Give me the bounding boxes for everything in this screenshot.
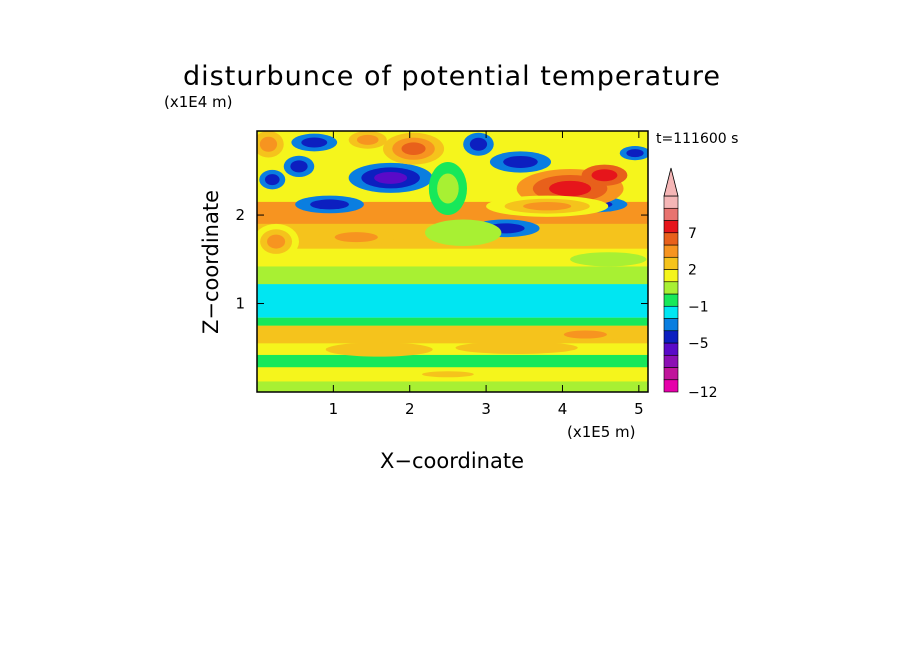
colorbar-swatch xyxy=(663,220,679,234)
contour-cell xyxy=(325,342,433,357)
colorbar-swatch xyxy=(663,354,679,368)
contour-cell xyxy=(401,142,426,155)
contour-band xyxy=(257,284,648,318)
contour-band xyxy=(257,354,648,368)
colorbar-swatch xyxy=(663,281,679,295)
contour-cell xyxy=(334,232,378,243)
y-tick-label: 2 xyxy=(235,206,245,224)
contour-cell xyxy=(437,173,459,204)
contour-cell xyxy=(503,155,538,168)
contour-band xyxy=(257,343,648,355)
contour-cell xyxy=(310,199,349,210)
y-tick-label: 1 xyxy=(235,295,245,313)
contour-cell xyxy=(563,330,607,339)
chart-title: disturbunce of potential temperature xyxy=(183,61,721,92)
contour-cell xyxy=(570,252,647,267)
colorbar-label: −5 xyxy=(688,336,709,352)
contour-band xyxy=(257,266,648,285)
colorbar-swatch xyxy=(663,305,679,319)
colorbar-label: −12 xyxy=(688,385,718,401)
y-axis-label: Z−coordinate xyxy=(199,190,223,334)
contour-field xyxy=(257,131,648,392)
contour-cell xyxy=(356,134,379,145)
colorbar: 7 2 −1 −5 −12 xyxy=(663,167,718,401)
contour-cell xyxy=(469,137,488,151)
x-tick-label: 4 xyxy=(558,400,568,418)
plot-frame xyxy=(256,130,649,393)
x-tick-label: 1 xyxy=(329,400,339,418)
colorbar-swatch xyxy=(663,367,679,381)
contour-cell xyxy=(549,180,592,197)
colorbar-swatch xyxy=(663,342,679,356)
colorbar-swatch xyxy=(663,207,679,221)
colorbar-swatch xyxy=(663,379,679,393)
contour-cell xyxy=(264,174,280,186)
colorbar-swatch xyxy=(663,269,679,283)
contour-band xyxy=(257,325,648,344)
contour-cell xyxy=(425,219,502,247)
colorbar-swatch xyxy=(663,330,679,344)
contour-cell xyxy=(259,136,278,152)
x-tick-label: 3 xyxy=(481,400,491,418)
contour-cell xyxy=(267,234,286,249)
contour-cell xyxy=(301,137,328,148)
x-axis: 1 2 3 4 5 xyxy=(329,131,644,418)
contour-band xyxy=(257,381,648,392)
contour-cell xyxy=(290,160,308,173)
colorbar-extend-arrow xyxy=(663,167,679,197)
time-label: t=111600 s xyxy=(656,131,738,147)
colorbar-label: 7 xyxy=(688,226,697,242)
y-axis: 12 xyxy=(235,206,648,313)
contour-cell xyxy=(523,202,572,211)
colorbar-label: 2 xyxy=(688,263,697,279)
colorbar-swatch xyxy=(663,256,679,270)
contour-cell xyxy=(626,149,644,158)
colorbar-swatch xyxy=(663,244,679,258)
contour-cell xyxy=(591,169,618,182)
colorbar-swatch xyxy=(663,195,679,209)
colorbar-label: −1 xyxy=(688,299,709,315)
contour-cell xyxy=(422,371,474,378)
x-axis-label: X−coordinate xyxy=(380,449,524,473)
x-tick-label: 2 xyxy=(405,400,415,418)
colorbar-swatch xyxy=(663,232,679,246)
contour-cell xyxy=(455,341,578,354)
colorbar-swatch xyxy=(663,293,679,307)
x-units-label: (x1E5 m) xyxy=(567,423,636,441)
colorbar-swatch xyxy=(663,318,679,332)
contour-cell xyxy=(374,171,408,184)
x-tick-label: 5 xyxy=(634,400,644,418)
contour-band xyxy=(257,317,648,326)
contour-band xyxy=(257,248,648,267)
y-units-label: (x1E4 m) xyxy=(164,93,233,111)
